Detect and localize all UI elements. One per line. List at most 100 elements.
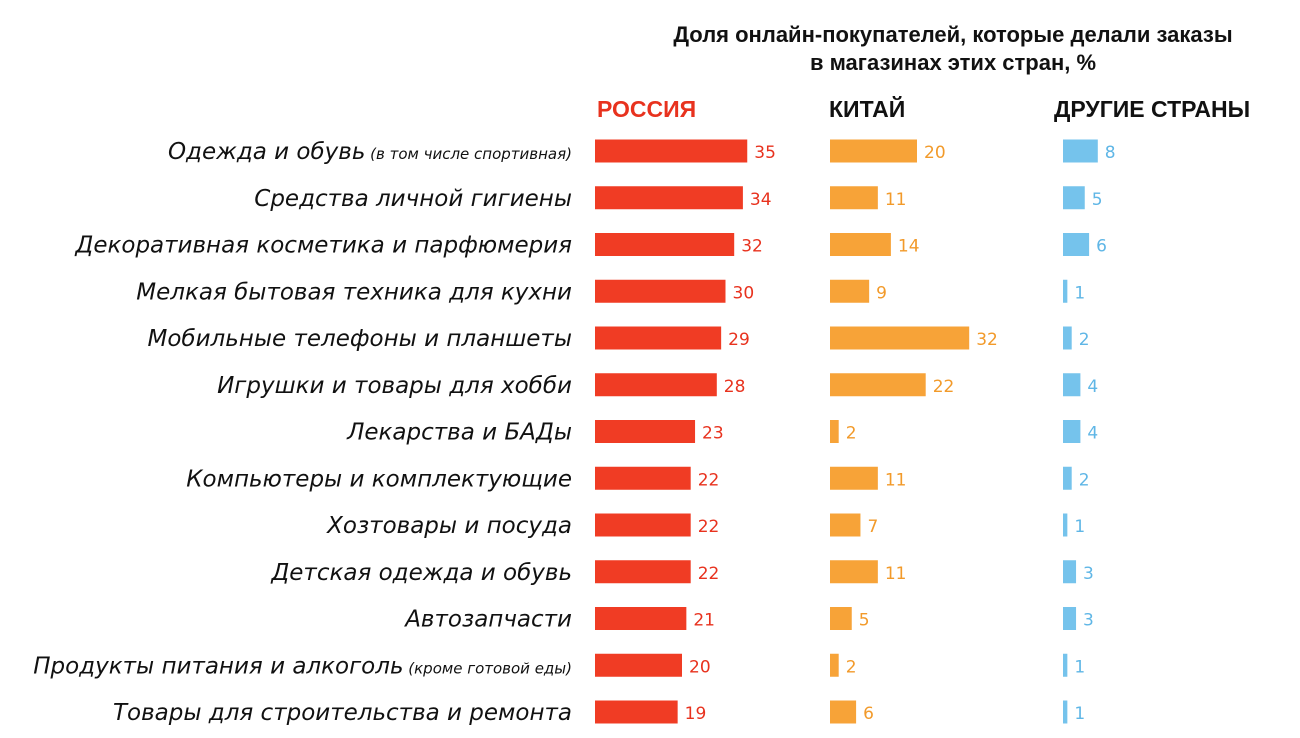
value-label-0-9: 22 — [698, 564, 720, 584]
value-label-0-0: 35 — [754, 143, 776, 163]
value-label-1-3: 9 — [876, 283, 887, 303]
bar-1-7 — [830, 466, 878, 490]
bar-2-7 — [1063, 466, 1072, 490]
category-labels: Одежда и обувь (в том числе спортивная) С… — [33, 139, 572, 726]
category-main: Лекарства и БАДы — [346, 420, 572, 446]
series-header-0: РОССИЯ — [597, 96, 696, 122]
bar-0-11 — [595, 653, 682, 677]
category-label-8: Хозтовары и посуда — [326, 513, 572, 539]
value-label-2-11: 1 — [1074, 657, 1085, 677]
bar-1-10 — [830, 607, 852, 630]
value-label-1-7: 11 — [885, 470, 907, 490]
value-label-2-5: 4 — [1087, 377, 1098, 397]
bar-1-11 — [830, 653, 839, 677]
bar-1-2 — [830, 233, 891, 256]
value-label-2-7: 2 — [1079, 470, 1090, 490]
bar-0-6 — [595, 420, 696, 443]
bar-2-1 — [1063, 186, 1085, 210]
category-main: Средства личной гигиены — [254, 186, 572, 212]
bar-0-2 — [595, 233, 735, 256]
value-label-0-4: 29 — [728, 330, 750, 350]
value-label-1-1: 11 — [885, 190, 907, 210]
value-label-0-7: 22 — [698, 470, 720, 490]
bar-0-9 — [595, 560, 691, 584]
value-label-2-10: 3 — [1083, 611, 1094, 631]
value-label-1-12: 6 — [863, 704, 874, 724]
category-main: Мелкая бытовая техника для кухни — [136, 279, 572, 305]
category-main: Мобильные телефоны и планшеты — [148, 326, 573, 352]
value-label-0-5: 28 — [724, 377, 746, 397]
value-label-1-0: 20 — [924, 143, 946, 163]
bar-2-8 — [1063, 513, 1068, 537]
bar-2-11 — [1063, 653, 1068, 677]
bar-2-2 — [1063, 233, 1090, 256]
value-label-2-6: 4 — [1087, 424, 1098, 444]
bar-0-1 — [595, 186, 743, 210]
bar-2-9 — [1063, 560, 1077, 584]
category-label-1: Средства личной гигиены — [254, 186, 572, 212]
bar-1-5 — [830, 373, 926, 397]
value-label-1-11: 2 — [846, 657, 857, 677]
category-main: Автозапчасти — [403, 607, 572, 633]
bar-1-0 — [830, 139, 917, 163]
category-main: Продукты питания и алкоголь — [33, 653, 403, 679]
value-label-2-2: 6 — [1096, 237, 1107, 257]
category-label-6: Лекарства и БАДы — [346, 420, 572, 446]
bar-2-3 — [1063, 279, 1068, 303]
bar-0-7 — [595, 466, 691, 490]
value-label-2-4: 2 — [1079, 330, 1090, 350]
value-label-0-11: 20 — [689, 657, 711, 677]
bar-1-4 — [830, 326, 970, 350]
category-label-5: Игрушки и товары для хобби — [217, 373, 572, 399]
value-label-0-3: 30 — [733, 283, 755, 303]
category-label-3: Мелкая бытовая техника для кухни — [136, 279, 572, 305]
value-label-1-8: 7 — [867, 517, 878, 537]
value-label-0-6: 23 — [702, 424, 724, 444]
bar-1-6 — [830, 420, 839, 443]
bar-2-4 — [1063, 326, 1072, 350]
bars — [595, 139, 1098, 724]
value-label-2-9: 3 — [1083, 564, 1094, 584]
bar-1-1 — [830, 186, 878, 210]
bar-1-9 — [830, 560, 878, 584]
column-headers: РОССИЯ КИТАЙ ДРУГИЕ СТРАНЫ — [597, 95, 1250, 122]
series-header-2: ДРУГИЕ СТРАНЫ — [1054, 96, 1250, 122]
category-label-0: Одежда и обувь (в том числе спортивная) — [168, 139, 572, 165]
category-main: Одежда и обувь — [168, 139, 365, 165]
value-label-2-8: 1 — [1074, 517, 1085, 537]
category-main: Детская одежда и обувь — [270, 560, 572, 586]
category-note: (в том числе спортивная) — [365, 145, 572, 163]
bar-0-12 — [595, 700, 678, 724]
category-label-7: Компьютеры и комплектующие — [186, 466, 572, 492]
value-label-2-3: 1 — [1074, 283, 1085, 303]
category-label-12: Товары для строительства и ремонта — [113, 700, 572, 726]
value-label-0-12: 19 — [685, 704, 707, 724]
bar-2-10 — [1063, 607, 1077, 630]
value-label-0-8: 22 — [698, 517, 720, 537]
bar-1-3 — [830, 279, 870, 303]
bar-2-5 — [1063, 373, 1081, 397]
value-label-1-10: 5 — [859, 611, 870, 631]
value-labels: 3534323029282322222221201920111493222211… — [685, 143, 1116, 724]
category-main: Хозтовары и посуда — [326, 513, 572, 539]
bar-2-6 — [1063, 420, 1081, 443]
chart-subtitle: в магазинах этих стран, % — [810, 50, 1096, 75]
value-label-1-9: 11 — [885, 564, 907, 584]
bar-2-0 — [1063, 139, 1098, 163]
category-label-4: Мобильные телефоны и планшеты — [148, 326, 573, 352]
category-label-2: Декоративная косметика и парфюмерия — [74, 233, 572, 259]
category-label-11: Продукты питания и алкоголь (кроме готов… — [33, 653, 572, 679]
series-header-1: КИТАЙ — [829, 95, 905, 122]
bar-1-8 — [830, 513, 861, 537]
value-label-0-10: 21 — [693, 611, 715, 631]
value-label-2-12: 1 — [1074, 704, 1085, 724]
category-main: Товары для строительства и ремонта — [113, 700, 572, 726]
value-label-2-0: 8 — [1105, 143, 1116, 163]
bar-0-0 — [595, 139, 748, 163]
category-label-9: Детская одежда и обувь — [270, 560, 572, 586]
value-label-1-5: 22 — [933, 377, 955, 397]
value-label-0-2: 32 — [741, 237, 763, 257]
bar-0-5 — [595, 373, 717, 397]
category-main: Компьютеры и комплектующие — [186, 466, 572, 492]
